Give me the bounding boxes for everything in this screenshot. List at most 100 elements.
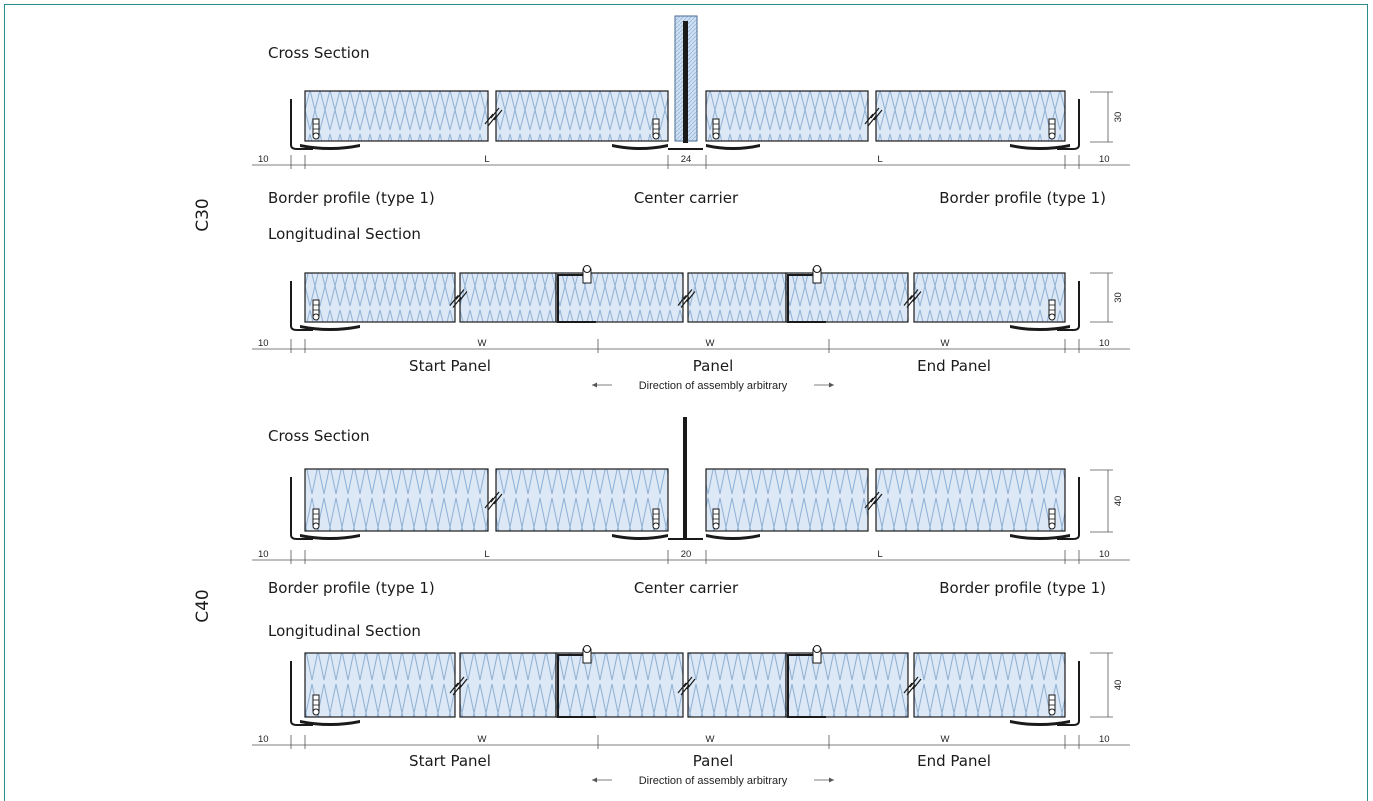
break-mark xyxy=(452,291,468,308)
edge-dimension-left: 10 xyxy=(258,338,269,349)
span-dimension: L xyxy=(877,154,882,165)
screw-head xyxy=(1048,132,1056,140)
edge-dimension-right: 10 xyxy=(1099,549,1110,560)
ceiling-panel xyxy=(913,272,1066,323)
drawing-frame xyxy=(4,4,1368,801)
center-carrier-web xyxy=(683,21,688,143)
label-start-panel: Start Panel xyxy=(409,752,491,770)
edge-dimension-right: 10 xyxy=(1099,338,1110,349)
break-mark xyxy=(677,289,693,306)
thickness-value: 30 xyxy=(1113,292,1124,303)
screw-head xyxy=(1048,522,1056,530)
edge-dimension-left: 10 xyxy=(258,154,269,165)
ceiling-panel xyxy=(459,652,557,718)
spring-clip xyxy=(706,534,760,540)
screw-head xyxy=(652,132,660,140)
ceiling-panel xyxy=(913,652,1066,718)
carrier-gap-dimension: 20 xyxy=(681,549,692,560)
screw-head xyxy=(312,708,320,716)
label-border-profile-right: Border profile (type 1) xyxy=(939,579,1106,597)
screw-head xyxy=(712,132,720,140)
border-profile-right xyxy=(1057,477,1080,540)
border-profile-right xyxy=(1057,661,1080,726)
break-mark xyxy=(487,109,503,127)
joint-screw-head xyxy=(583,645,591,653)
break-mark xyxy=(867,109,883,127)
break-mark xyxy=(449,289,465,306)
label-panel: Panel xyxy=(693,357,733,375)
break-mark xyxy=(484,107,500,125)
break-mark xyxy=(484,491,500,509)
span-dimension: W xyxy=(941,338,950,349)
edge-dimension-left: 10 xyxy=(258,734,269,745)
break-mark xyxy=(903,676,919,694)
ceiling-panel xyxy=(705,90,869,142)
direction-arrowhead-right xyxy=(829,777,834,783)
break-mark xyxy=(903,289,919,306)
ceiling-panel xyxy=(304,90,489,142)
break-mark xyxy=(449,676,465,694)
edge-dimension-right: 10 xyxy=(1099,734,1110,745)
ceiling-panel xyxy=(785,652,909,718)
edge-dimension-left: 10 xyxy=(258,549,269,560)
break-mark xyxy=(680,291,696,308)
spring-clip xyxy=(300,534,360,540)
screw-head xyxy=(312,522,320,530)
label-center-carrier: Center carrier xyxy=(634,579,739,597)
ceiling-panel xyxy=(875,468,1066,532)
longitudinal-section-title: Longitudinal Section xyxy=(268,225,421,243)
border-profile-left xyxy=(290,477,313,540)
span-dimension: W xyxy=(706,338,715,349)
spring-clip xyxy=(300,144,360,150)
section-code-c40: C40 xyxy=(193,589,213,623)
border-profile-left xyxy=(290,99,313,150)
label-panel: Panel xyxy=(693,752,733,770)
label-border-profile-left: Border profile (type 1) xyxy=(268,189,435,207)
break-mark xyxy=(680,678,696,696)
joint-profile xyxy=(787,654,826,718)
joint-screw-head xyxy=(813,265,821,273)
thickness-value: 40 xyxy=(1113,496,1124,507)
label-border-profile-left: Border profile (type 1) xyxy=(268,579,435,597)
ceiling-panel xyxy=(875,90,1066,142)
direction-arrowhead-right xyxy=(829,382,834,388)
ceiling-panel xyxy=(304,652,456,718)
span-dimension: W xyxy=(706,734,715,745)
ceiling-panel xyxy=(687,652,787,718)
ceiling-panel xyxy=(555,652,684,718)
break-mark xyxy=(864,491,880,509)
section-c40: C40 Cross Section 40 10 10 L L 20 Border profile… xyxy=(193,417,1130,787)
label-start-panel: Start Panel xyxy=(409,357,491,375)
label-center-carrier: Center carrier xyxy=(634,189,739,207)
spring-clip xyxy=(1010,720,1070,726)
span-dimension: W xyxy=(478,734,487,745)
cross-section-title: Cross Section xyxy=(268,427,370,445)
span-dimension: W xyxy=(478,338,487,349)
span-dimension: L xyxy=(484,154,489,165)
screw-head xyxy=(712,522,720,530)
spring-clip xyxy=(300,325,360,331)
joint-screw-head xyxy=(813,645,821,653)
spring-clip xyxy=(1010,325,1070,331)
section-code-c30: C30 xyxy=(193,198,213,232)
joint-profile xyxy=(557,274,596,323)
assembly-direction-note: Direction of assembly arbitrary xyxy=(639,380,788,392)
label-end-panel: End Panel xyxy=(917,752,991,770)
assembly-direction-note: Direction of assembly arbitrary xyxy=(639,775,788,787)
screw-head xyxy=(1048,708,1056,716)
ceiling-panel xyxy=(304,272,456,323)
ceiling-panel xyxy=(495,468,669,532)
ceiling-panel xyxy=(555,272,684,323)
direction-arrowhead-left xyxy=(592,777,597,783)
ceiling-panel xyxy=(459,272,557,323)
edge-dimension-right: 10 xyxy=(1099,154,1110,165)
span-dimension: L xyxy=(484,549,489,560)
ceiling-panel xyxy=(304,468,489,532)
break-mark xyxy=(864,107,880,125)
break-mark xyxy=(906,291,922,308)
screw-head xyxy=(1048,313,1056,321)
spring-clip xyxy=(1010,534,1070,540)
border-profile-left xyxy=(290,281,313,331)
screw-head xyxy=(312,313,320,321)
spring-clip xyxy=(612,534,668,540)
